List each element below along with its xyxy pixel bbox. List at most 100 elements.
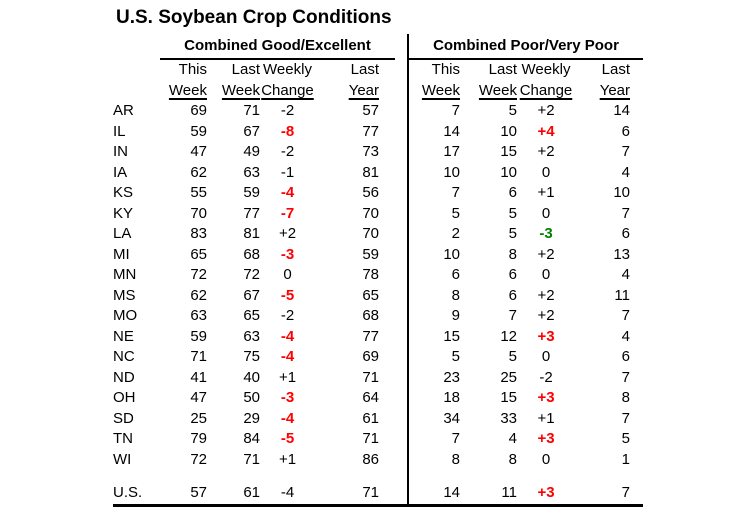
pvp-weekly-change-cell: +2 — [537, 245, 555, 263]
pvp-last-year-cell: 7 — [621, 368, 630, 386]
ge-weekly-change-cell: -2 — [280, 102, 295, 119]
ge-last-week-cell: 40 — [243, 368, 260, 386]
ge-this-week-cell: 47 — [190, 143, 207, 160]
pvp-weekly-change-cell: +1 — [537, 184, 555, 201]
ge-last-year-cell: 61 — [315, 408, 409, 429]
ge-this-week-cell: 41 — [190, 368, 207, 386]
ge-last-year-cell: 71 — [315, 429, 409, 450]
col-header-ge-last-year: Year — [315, 80, 409, 101]
ge-weekly-change-cell: -1 — [280, 163, 295, 181]
state-label: WI — [113, 450, 132, 468]
pvp-weekly-change-cell: +3 — [537, 484, 555, 501]
pvp-this-week-cell: 5 — [451, 348, 460, 365]
state-label: KY — [113, 204, 134, 222]
us-total-row: U.S. 57 61 -4 71 14 11 +3 7 — [113, 482, 643, 506]
pvp-last-week-cell: 8 — [508, 245, 517, 263]
ge-last-year-cell: 68 — [315, 306, 409, 327]
ge-weekly-change-cell: -5 — [280, 286, 295, 304]
ge-this-week-cell: 25 — [190, 409, 207, 427]
col-header-label: Week — [478, 82, 517, 99]
section-header-good-excellent-cell: Combined Good/Excellent — [160, 34, 409, 60]
ge-this-week-cell: 70 — [190, 204, 207, 222]
ge-last-year-cell: 86 — [315, 449, 409, 470]
ge-last-year-cell: 78 — [315, 265, 409, 286]
ge-last-week-cell: 71 — [243, 450, 260, 468]
pvp-this-week-cell: 6 — [451, 266, 460, 283]
section-header-spacer — [113, 34, 160, 60]
col-header-pvp-last-year: Year — [575, 80, 643, 101]
ge-last-week-cell: 49 — [243, 143, 260, 160]
ge-this-week-cell: 59 — [190, 327, 207, 345]
ge-weekly-change-cell: -4 — [280, 484, 295, 501]
pvp-this-week-cell: 15 — [443, 327, 460, 345]
pvp-last-week-cell: 5 — [508, 348, 517, 365]
ge-last-week-cell: 77 — [243, 204, 260, 222]
table-row: LA 83 81 +2 70 2 5 -3 6 — [113, 224, 643, 245]
pvp-last-year-cell: 6 — [621, 348, 630, 365]
ge-last-week-cell: 67 — [243, 122, 260, 140]
pvp-this-week-cell: 2 — [451, 225, 460, 242]
pvp-last-week-cell: 12 — [500, 327, 517, 345]
pvp-last-week-cell: 5 — [508, 225, 517, 242]
state-label: AR — [113, 102, 134, 119]
pvp-weekly-change-cell: +3 — [537, 389, 555, 406]
col-header-label: Change — [519, 82, 573, 99]
pvp-this-week-cell: 7 — [451, 102, 460, 119]
col-header-label: Week — [168, 82, 207, 99]
spacer-cell — [315, 470, 409, 482]
ge-weekly-change-cell: +2 — [278, 225, 297, 242]
ge-last-week-cell: 63 — [243, 327, 260, 345]
section-header-poor-very-poor-cell: Combined Poor/Very Poor — [408, 34, 643, 60]
table-row: MI 65 68 -3 59 10 8 +2 13 — [113, 244, 643, 265]
col-header-pvp-weekly: Weekly — [521, 61, 571, 78]
state-label: MO — [113, 307, 138, 324]
pvp-this-week-cell: 9 — [451, 307, 460, 324]
pvp-last-year-cell: 10 — [613, 184, 630, 201]
ge-last-year-cell: 71 — [315, 367, 409, 388]
ge-weekly-change-cell: 0 — [283, 266, 292, 283]
table-row: IN 47 49 -2 73 17 15 +2 7 — [113, 142, 643, 163]
col-header-ge-weekly: Weekly — [263, 61, 312, 78]
pvp-last-year-cell: 7 — [621, 484, 630, 501]
pvp-last-year-cell: 6 — [621, 225, 630, 242]
ge-weekly-change-cell: +1 — [278, 368, 297, 386]
ge-last-year-cell: 69 — [315, 347, 409, 368]
state-label: MN — [113, 266, 137, 283]
ge-weekly-change-cell: +1 — [278, 450, 297, 468]
ge-last-year-cell: 77 — [315, 326, 409, 347]
pvp-weekly-change-cell: -3 — [539, 225, 553, 242]
ge-last-year-cell: 73 — [315, 142, 409, 163]
ge-this-week-cell: 59 — [190, 122, 207, 140]
pvp-last-year-cell: 14 — [613, 102, 630, 119]
col-header-ge-this: This — [178, 61, 207, 78]
col-header-ge-last-week: Week — [207, 80, 260, 101]
pvp-last-week-cell: 7 — [508, 307, 517, 324]
pvp-weekly-change-cell: -2 — [539, 368, 553, 386]
pvp-last-year-cell: 5 — [621, 430, 630, 447]
pvp-last-week-cell: 5 — [508, 102, 517, 119]
table-row: NC 71 75 -4 69 5 5 0 6 — [113, 347, 643, 368]
ge-last-week-cell: 65 — [243, 307, 260, 324]
pvp-weekly-change-cell: 0 — [541, 348, 551, 365]
table-row: MO 63 65 -2 68 9 7 +2 7 — [113, 306, 643, 327]
ge-weekly-change-cell: -5 — [280, 430, 295, 447]
state-label: TN — [113, 430, 133, 447]
pvp-this-week-cell: 14 — [443, 122, 460, 140]
pvp-last-week-cell: 33 — [500, 409, 517, 427]
column-header-spacer — [113, 60, 160, 80]
ge-weekly-change-cell: -7 — [280, 204, 295, 222]
spacer-cell — [160, 470, 315, 482]
ge-last-year-cell: 57 — [315, 101, 409, 122]
ge-this-week-cell: 62 — [190, 286, 207, 304]
pvp-weekly-change-cell: +4 — [537, 122, 555, 140]
pvp-this-week-cell: 10 — [443, 245, 460, 263]
pvp-last-year-cell: 6 — [621, 122, 630, 140]
state-label: NC — [113, 348, 135, 365]
col-header-pvp-this: This — [431, 61, 460, 78]
pvp-this-week-cell: 5 — [451, 204, 460, 222]
ge-this-week-cell: 72 — [190, 266, 207, 283]
table-row: NE 59 63 -4 77 15 12 +3 4 — [113, 326, 643, 347]
pvp-last-week-cell: 6 — [508, 266, 517, 283]
pvp-last-year-cell: 13 — [613, 245, 630, 263]
pvp-last-year-cell: 4 — [621, 266, 630, 283]
